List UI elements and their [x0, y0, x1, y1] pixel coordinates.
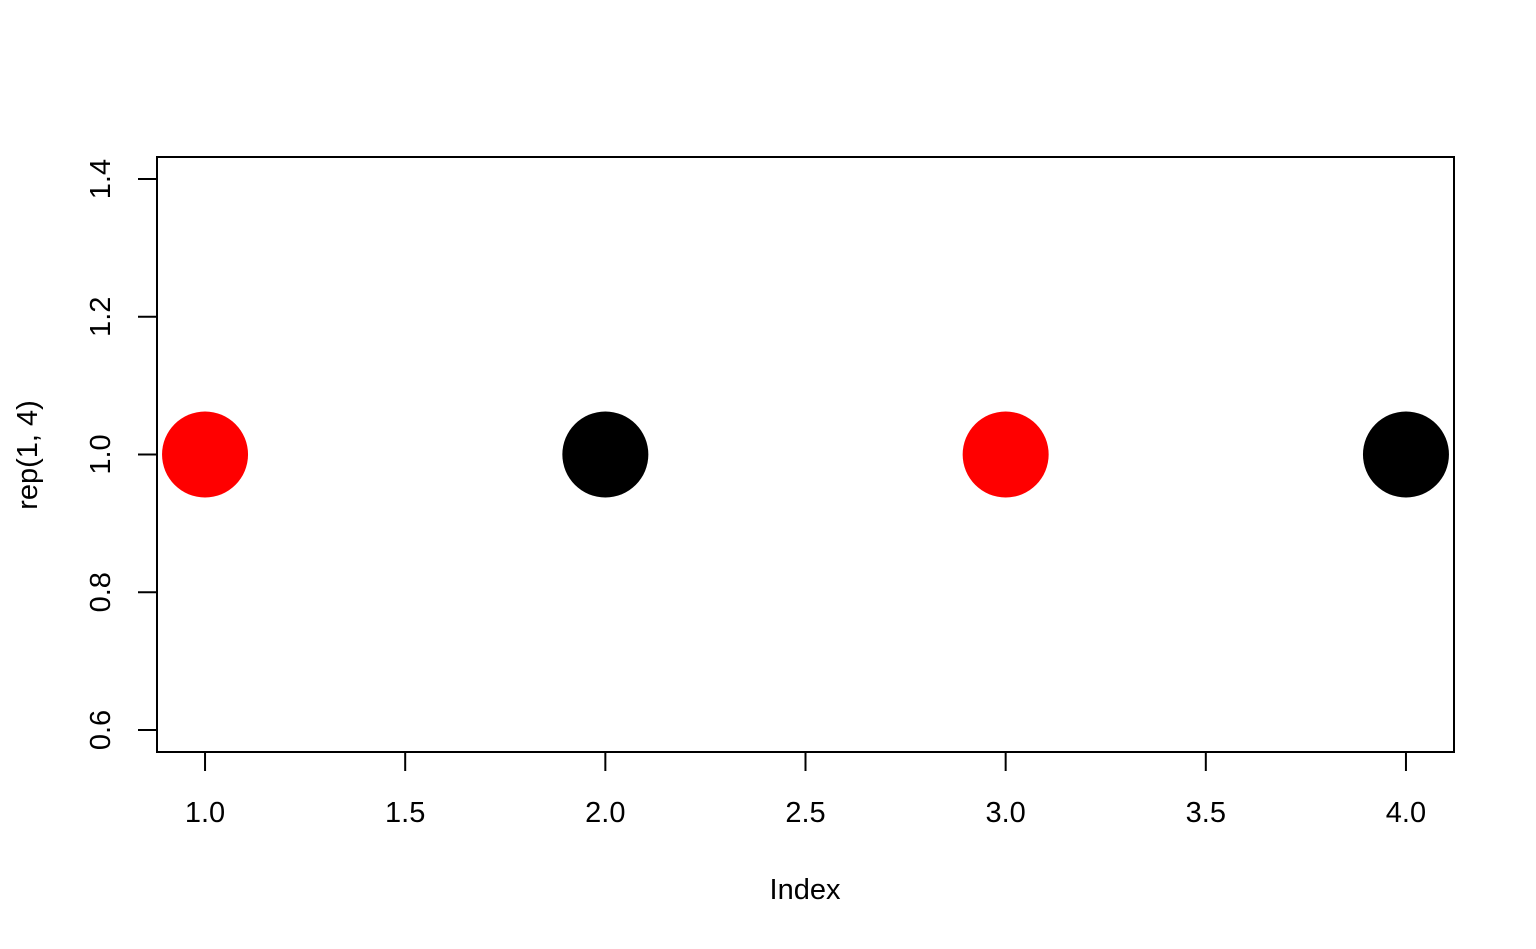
y-tick-label: 0.8 [85, 572, 117, 612]
x-axis-label: Index [770, 874, 841, 906]
y-axis-label: rep(1, 4) [12, 400, 44, 510]
data-point [1362, 411, 1449, 498]
data-point [562, 411, 649, 498]
y-axis: 0.6 0.8 1.0 1.2 1.4 [85, 159, 158, 750]
data-points [162, 411, 1449, 498]
data-point [162, 411, 249, 498]
y-tick-label: 1.0 [85, 434, 117, 474]
x-tick-label: 3.5 [1186, 797, 1226, 829]
y-tick-label: 0.6 [85, 710, 117, 750]
x-tick-label: 4.0 [1386, 797, 1426, 829]
y-tick-label: 1.2 [85, 297, 117, 337]
x-axis: 1.0 1.5 2.0 2.5 3.0 3.5 4.0 [185, 751, 1426, 829]
x-tick-label: 2.5 [785, 797, 825, 829]
y-tick-label: 1.4 [85, 159, 117, 199]
x-tick-label: 1.0 [185, 797, 225, 829]
data-point [962, 411, 1049, 498]
x-tick-label: 2.0 [585, 797, 625, 829]
x-tick-label: 1.5 [385, 797, 425, 829]
x-tick-label: 3.0 [985, 797, 1025, 829]
plot-frame [156, 156, 1455, 753]
